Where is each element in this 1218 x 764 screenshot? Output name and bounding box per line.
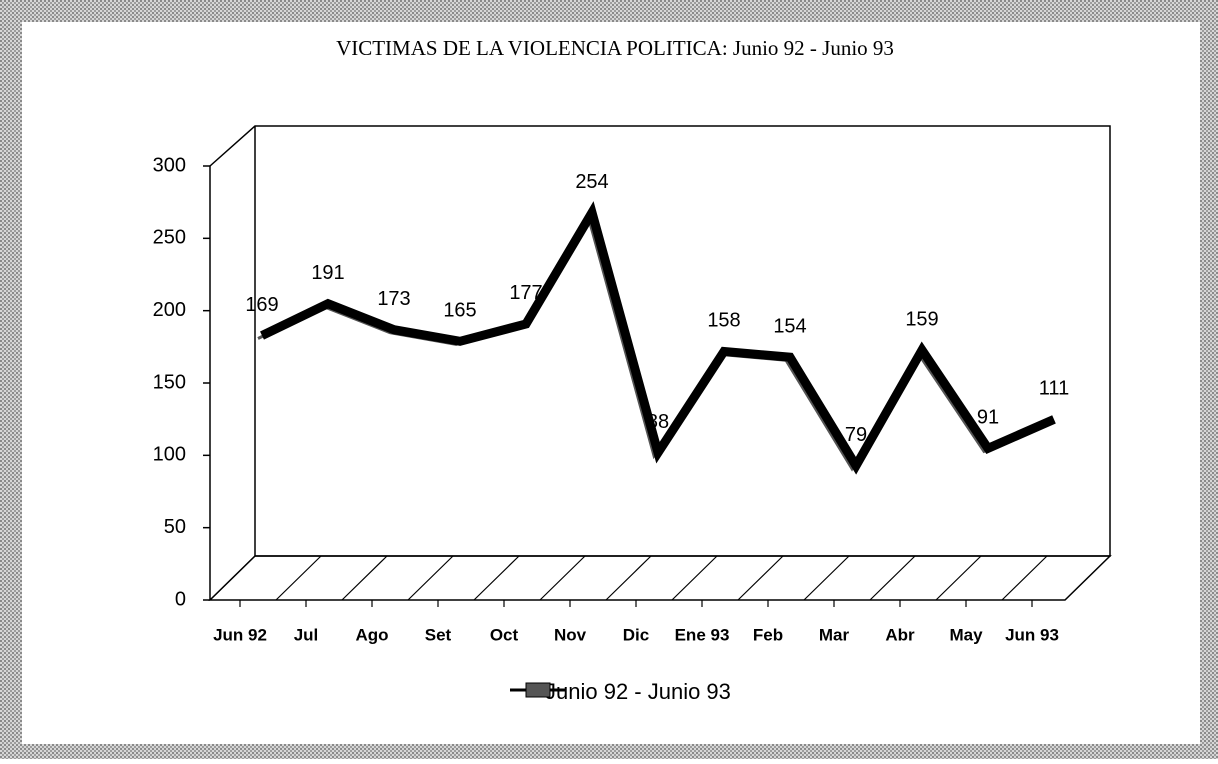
x-tick-label: May (949, 625, 983, 644)
data-label: 191 (311, 262, 344, 284)
floor-hatch (209, 555, 256, 601)
data-label: 165 (443, 300, 476, 322)
x-tick-label: Jul (294, 625, 319, 644)
floor-hatch (935, 555, 982, 601)
data-label: 79 (845, 424, 867, 446)
y-tick-label: 200 (153, 299, 186, 321)
data-label: 154 (773, 315, 806, 337)
panel (22, 22, 1200, 744)
data-label: 173 (377, 288, 410, 310)
x-tick-label: Nov (554, 625, 587, 644)
x-tick-label: Mar (819, 625, 850, 644)
floor-hatch (671, 555, 718, 601)
floor-hatch (737, 555, 784, 601)
x-tick-label: Abr (885, 625, 915, 644)
y-tick-label: 300 (153, 154, 186, 176)
x-tick-label: Oct (490, 625, 519, 644)
floor-hatch (539, 555, 586, 601)
legend-marker (525, 682, 551, 698)
data-label: 88 (647, 411, 669, 433)
series-line (260, 201, 1056, 475)
floor-hatch (1001, 555, 1048, 601)
x-tick-label: Jun 92 (213, 625, 267, 644)
floor-hatch (341, 555, 388, 601)
data-label: 254 (575, 171, 608, 193)
data-label: 177 (509, 282, 542, 304)
y-tick-label: 250 (153, 227, 186, 249)
y-tick-label: 0 (175, 588, 186, 610)
x-tick-label: Ene 93 (675, 625, 730, 644)
data-label: 158 (707, 310, 740, 332)
floor-hatch (605, 555, 652, 601)
x-tick-label: Feb (753, 625, 783, 644)
chart-title: VICTIMAS DE LA VIOLENCIA POLITICA: Junio… (336, 36, 894, 60)
floor-hatch (407, 555, 454, 601)
x-tick-label: Dic (623, 625, 649, 644)
y-tick-label: 150 (153, 371, 186, 393)
legend-label: Junio 92 - Junio 93 (545, 679, 731, 704)
y-tick-label: 100 (153, 444, 186, 466)
data-label: 111 (1039, 378, 1069, 400)
floor-hatch (275, 555, 322, 601)
x-tick-label: Ago (355, 625, 388, 644)
x-tick-label: Set (425, 625, 452, 644)
data-label: 159 (905, 308, 938, 330)
floor-hatch (803, 555, 850, 601)
floor-hatch (473, 555, 520, 601)
y-tick-label: 50 (164, 516, 186, 538)
data-label: 169 (245, 294, 278, 316)
x-tick-label: Jun 93 (1005, 625, 1059, 644)
floor-hatch (869, 555, 916, 601)
data-label: 91 (977, 407, 999, 429)
